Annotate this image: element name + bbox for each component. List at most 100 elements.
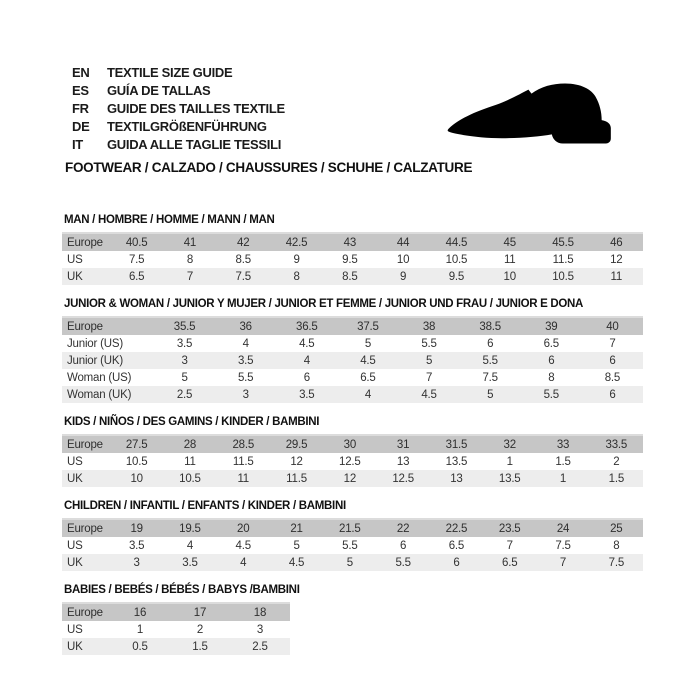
language-code: ES — [72, 82, 89, 98]
size-cell: 30 — [343, 438, 357, 451]
row-label: US — [67, 539, 83, 552]
section-title: JUNIOR & WOMAN / JUNIOR Y MUJER / JUNIOR… — [64, 298, 584, 310]
section-title: MAN / HOMBRE / HOMME / MANN / MAN — [64, 214, 275, 226]
row-label: UK — [67, 472, 83, 485]
row-label: Woman (US) — [67, 371, 132, 384]
size-cell: 7.5 — [608, 556, 625, 569]
size-section: JUNIOR & WOMAN / JUNIOR Y MUJER / JUNIOR… — [62, 298, 643, 403]
language-label: GUIDE DES TAILLES TEXTILE — [107, 100, 285, 116]
row-label: Junior (UK) — [67, 354, 123, 367]
table-row: Woman (UK) 2.5 3 3.5 4 4.5 5 5.5 6 — [62, 386, 643, 403]
size-cell: 3 — [133, 556, 140, 569]
size-cell: 21 — [290, 522, 303, 535]
size-cell: 12.5 — [392, 472, 414, 485]
size-table: Europe 16 17 18 US 1 2 3 UK 0.5 1.5 2.5 — [62, 602, 290, 655]
size-cell: 2 — [196, 623, 204, 636]
row-label: UK — [67, 640, 83, 653]
language-row: DE TEXTILGRÖßENFÜHRUNG — [72, 117, 285, 135]
size-cell: 5 — [181, 371, 188, 384]
section-title: BABIES / BEBÉS / BÉBÉS / BABYS /BAMBINI — [64, 584, 300, 596]
size-cell: 27.5 — [125, 438, 148, 451]
size-cell: 7 — [559, 556, 567, 569]
size-cell: 5.5 — [395, 556, 411, 569]
size-cell: 2.5 — [176, 388, 193, 401]
size-cell: 32 — [503, 438, 517, 451]
size-cell: 19 — [130, 522, 143, 535]
size-cell: 43 — [343, 236, 357, 249]
size-cell: 10.5 — [445, 253, 468, 266]
size-cell: 31.5 — [445, 438, 468, 451]
size-cell: 10 — [396, 253, 410, 266]
size-cell: 10 — [130, 472, 143, 485]
size-cell: 3 — [181, 354, 188, 367]
row-label: Europe — [67, 236, 103, 249]
size-cell: 18 — [253, 606, 267, 619]
language-code: FR — [72, 100, 89, 116]
size-cell: 8.5 — [342, 270, 358, 283]
size-cell: 8 — [613, 539, 620, 552]
size-cell: 36.5 — [296, 320, 318, 333]
size-cell: 7.5 — [555, 539, 571, 552]
size-table: Europe 27.5 28 28.5 29.5 30 31 31.5 32 33 33.5 US 10… — [62, 434, 643, 487]
size-cell: 9.5 — [448, 270, 465, 283]
language-code: IT — [72, 136, 83, 152]
table-row: US 3.5 4 4.5 5 5.5 6 6.5 7 7.5 8 — [62, 537, 643, 554]
row-label: US — [67, 253, 83, 266]
size-cell: 40 — [606, 320, 619, 333]
size-cell: 5.5 — [543, 388, 560, 401]
size-cell: 11.5 — [232, 455, 254, 468]
row-label: UK — [67, 556, 83, 569]
size-section: MAN / HOMBRE / HOMME / MANN / MAN Europe 4… — [62, 214, 643, 285]
table-row: Europe 27.5 28 28.5 29.5 30 31 31.5 32 33 33.5 — [62, 434, 643, 453]
language-code: DE — [72, 118, 90, 134]
table-row: Europe 19 19.5 20 21 21.5 22 22.5 23.5 24 25 — [62, 518, 643, 537]
size-table: Europe 19 19.5 20 21 21.5 22 22.5 23.5 24 25 US 3.5 4… — [62, 518, 643, 571]
size-cell: 6.5 — [448, 539, 465, 552]
size-table: Europe 35.5 36 36.5 37.5 38 38.5 39 40 Junior (US… — [62, 316, 643, 403]
size-cell: 41 — [183, 236, 197, 249]
size-cell: 1 — [506, 455, 513, 468]
size-cell: 11.5 — [552, 253, 574, 266]
size-cell: 3.5 — [237, 354, 254, 367]
size-cell: 42 — [237, 236, 250, 249]
size-cell: 4 — [186, 539, 194, 552]
size-cell: 5 — [425, 354, 433, 367]
language-label: GUIDA ALLE TAGLIE TESSILI — [107, 136, 282, 152]
language-label: TEXTILGRÖßENFÜHRUNG — [107, 118, 267, 134]
size-cell: 10.5 — [179, 472, 201, 485]
table-row: Junior (US) 3.5 4 4.5 5 5.5 6 6.5 7 — [62, 335, 643, 352]
language-label: TEXTILE SIZE GUIDE — [107, 64, 233, 80]
size-cell: 7.5 — [482, 371, 498, 384]
size-cell: 9 — [400, 270, 407, 283]
size-cell: 8.5 — [235, 253, 252, 266]
size-cell: 45 — [503, 236, 517, 249]
size-cell: 3.5 — [299, 388, 315, 401]
size-cell: 3.5 — [176, 337, 193, 350]
size-cell: 11 — [610, 270, 623, 283]
size-cell: 20 — [237, 522, 250, 535]
size-cell: 5 — [364, 337, 372, 350]
language-code: EN — [72, 64, 90, 80]
size-cell: 1 — [559, 472, 567, 485]
size-cell: 4.5 — [421, 388, 437, 401]
size-cell: 25 — [610, 522, 623, 535]
size-cell: 28 — [183, 438, 197, 451]
size-cell: 39 — [545, 320, 558, 333]
size-cell: 9.5 — [342, 253, 358, 266]
table-row: US 7.5 8 8.5 9 9.5 10 10.5 11 11.5 12 — [62, 251, 643, 268]
size-cell: 9 — [293, 253, 300, 266]
size-cell: 7 — [506, 539, 513, 552]
language-row: IT GUIDA ALLE TAGLIE TESSILI — [72, 135, 285, 153]
row-label: Europe — [67, 438, 103, 451]
table-row: Woman (US) 5 5.5 6 6.5 7 7.5 8 8.5 — [62, 369, 643, 386]
row-label: Junior (US) — [67, 337, 123, 350]
size-cell: 12 — [610, 253, 623, 266]
size-cell: 6 — [609, 354, 616, 367]
size-cell: 6 — [609, 388, 616, 401]
size-cell: 1 — [136, 623, 144, 636]
size-cell: 36 — [239, 320, 252, 333]
size-cell: 12 — [343, 472, 357, 485]
size-cell: 5.5 — [342, 539, 358, 552]
row-label: Europe — [67, 606, 103, 619]
size-cell: 13.5 — [498, 472, 521, 485]
